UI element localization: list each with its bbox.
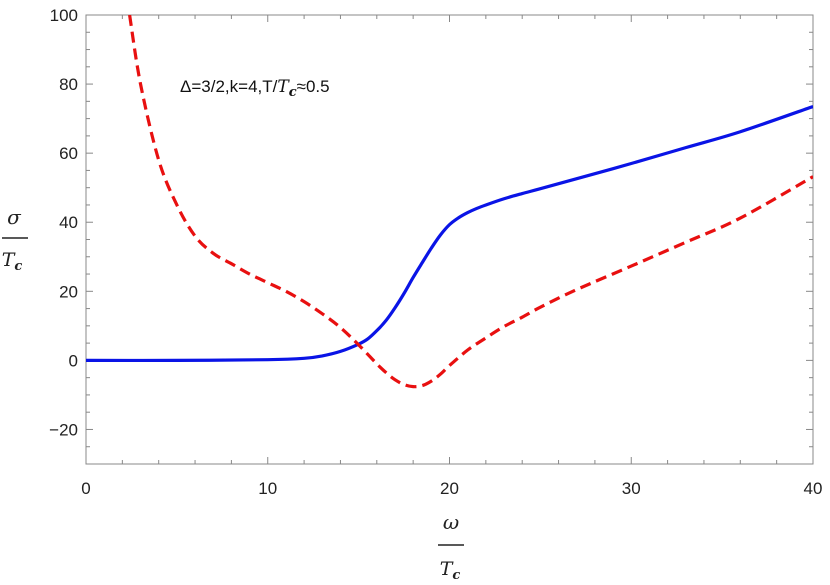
y-tick-label: 40 [59, 213, 78, 232]
tick-marks [85, 14, 814, 465]
tick-labels: 0 10 20 30 40 −20 0 20 40 60 80 100 [49, 6, 822, 498]
x-tick-label: 30 [622, 479, 641, 498]
solid-series-line [86, 105, 813, 363]
series-layer [86, 15, 813, 389]
x-axis-label: ω Tc [438, 510, 464, 583]
dashed-series-line [128, 15, 813, 389]
x-axis-label-denominator: Tc [440, 558, 461, 583]
y-tick-label: 60 [59, 144, 78, 163]
y-axis-label-denominator: Tc [2, 249, 23, 274]
x-tick-label: 10 [258, 479, 277, 498]
y-tick-label: 100 [50, 6, 78, 25]
y-tick-label: −20 [49, 420, 78, 439]
y-tick-label: 20 [59, 282, 78, 301]
y-tick-label: 0 [69, 351, 78, 370]
chart-annotation: Δ=3/2,k=4,T/Tc≈0.5 [180, 77, 330, 100]
y-axis-label: σ Tc [2, 205, 28, 274]
y-tick-label: 80 [59, 75, 78, 94]
x-tick-label: 0 [81, 479, 90, 498]
x-axis-label-numerator: ω [443, 510, 459, 534]
x-tick-label: 20 [440, 479, 459, 498]
y-axis-label-numerator: σ [7, 205, 22, 229]
x-tick-label: 40 [804, 479, 823, 498]
